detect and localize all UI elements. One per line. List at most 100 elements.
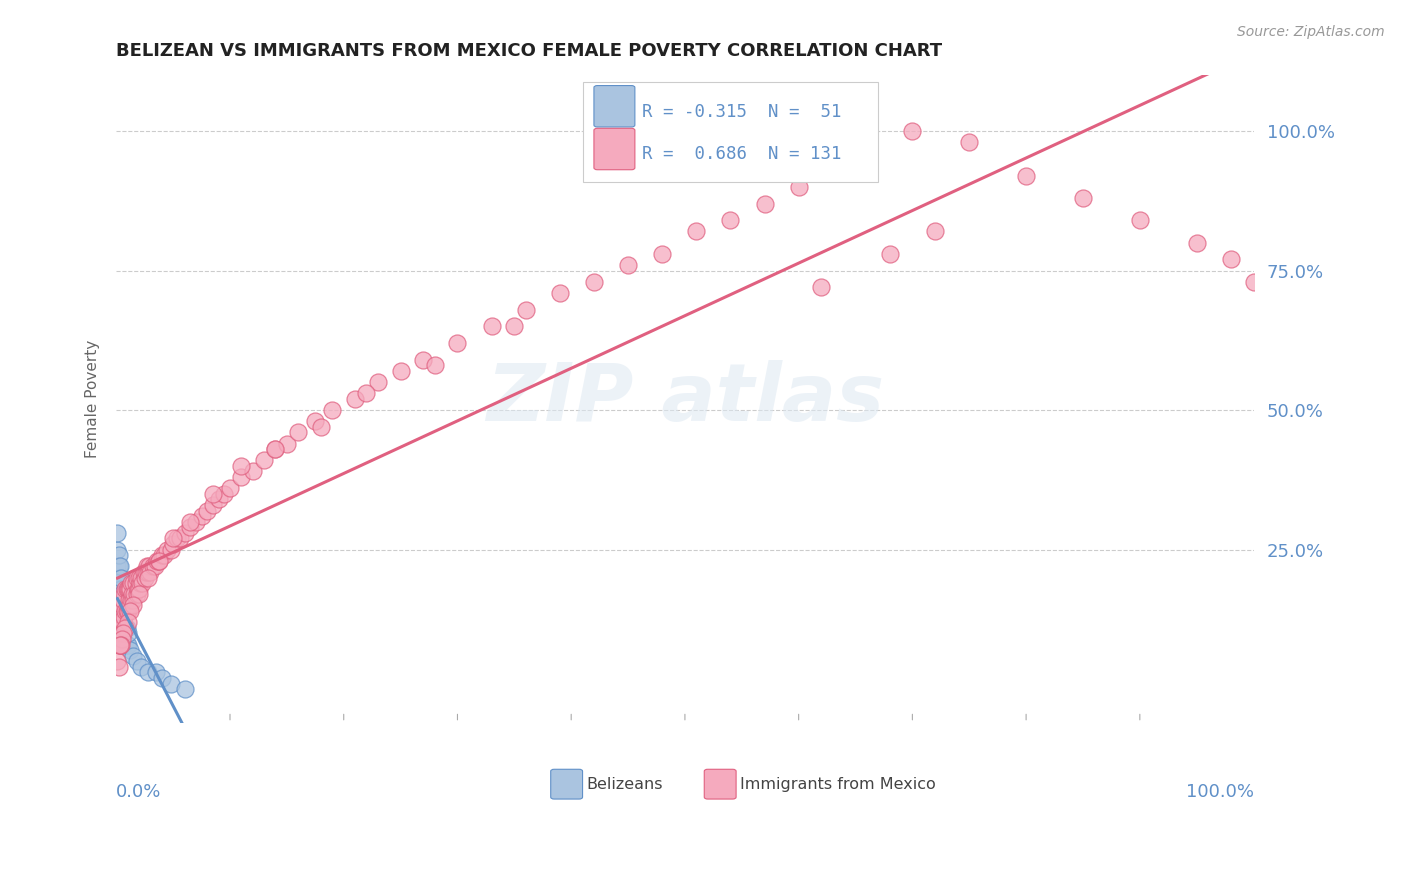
Point [125,654,148,668]
Point [111,587,134,601]
Point [112,599,135,613]
Point [112,587,135,601]
Point [112,592,135,607]
Point [173,682,195,697]
Point [367,375,389,389]
Point [125,587,148,601]
Point [122,648,145,663]
Point [201,487,224,501]
Point [148,554,170,568]
Point [139,565,162,579]
Point [107,542,129,557]
Point [1071,191,1094,205]
Point [195,503,218,517]
Point [108,609,131,624]
Point [582,275,605,289]
Point [107,587,129,601]
Point [107,570,129,584]
Point [1129,213,1152,227]
Point [166,532,188,546]
Point [356,386,378,401]
Point [107,582,129,596]
Point [124,576,146,591]
Text: 100.0%: 100.0% [1185,783,1254,801]
Point [153,548,176,562]
Point [110,570,132,584]
Point [135,565,157,579]
Point [179,520,201,534]
Point [108,615,131,630]
Point [515,302,537,317]
Point [150,548,173,562]
FancyBboxPatch shape [593,128,636,169]
Text: R = -0.315  N =  51: R = -0.315 N = 51 [641,103,841,121]
Point [118,604,141,618]
Point [110,582,132,596]
Point [481,319,503,334]
Point [117,615,139,630]
Point [132,565,155,579]
Point [651,247,673,261]
Point [120,576,142,591]
Point [142,559,165,574]
Point [128,570,150,584]
Point [120,592,142,607]
Point [108,609,131,624]
Point [173,525,195,540]
Point [125,570,148,584]
Text: 0.0%: 0.0% [117,783,162,801]
Point [112,621,135,635]
Point [1015,169,1038,183]
Point [122,576,145,591]
Point [114,621,136,635]
Point [114,621,136,635]
Point [111,626,134,640]
Point [287,425,309,440]
Point [114,638,136,652]
Point [718,213,741,227]
Point [107,559,129,574]
Point [122,592,145,607]
Point [118,592,141,607]
Point [112,615,135,630]
Point [111,599,134,613]
Point [129,576,152,591]
Point [423,359,446,373]
Point [160,542,183,557]
Point [107,654,129,668]
Point [107,615,129,630]
Point [112,604,135,618]
Point [136,570,159,584]
Point [110,638,132,652]
Point [107,559,129,574]
Point [114,604,136,618]
Point [110,609,132,624]
Point [810,280,832,294]
Point [108,638,131,652]
Point [129,660,152,674]
Point [112,638,135,652]
Point [122,599,145,613]
Text: ZIP atlas: ZIP atlas [486,360,884,438]
Point [128,587,150,601]
FancyBboxPatch shape [582,82,879,182]
Point [110,621,132,635]
Text: Belizeans: Belizeans [586,777,662,792]
Point [117,599,139,613]
Point [110,592,132,607]
Point [111,599,134,613]
Point [242,465,264,479]
Text: BELIZEAN VS IMMIGRANTS FROM MEXICO FEMALE POVERTY CORRELATION CHART: BELIZEAN VS IMMIGRANTS FROM MEXICO FEMAL… [117,42,942,60]
Point [107,576,129,591]
Point [231,470,253,484]
Point [117,638,139,652]
Point [787,157,810,171]
Point [118,599,141,613]
Point [129,570,152,584]
Point [201,498,224,512]
Point [131,576,153,591]
FancyBboxPatch shape [551,769,582,799]
Point [179,515,201,529]
Point [118,582,141,596]
Point [112,615,135,630]
